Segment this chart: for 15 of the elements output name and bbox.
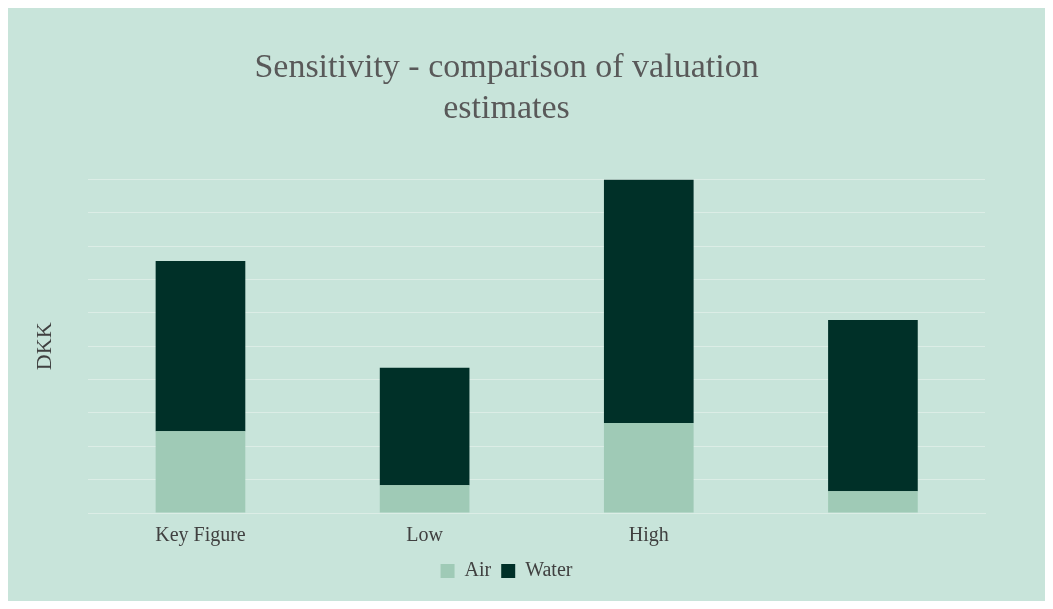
bar xyxy=(603,179,694,423)
bar xyxy=(603,422,694,513)
y-axis-title: DKK xyxy=(30,322,56,371)
bar xyxy=(828,319,918,492)
x-tick-label: High xyxy=(628,523,669,547)
chart-title: Sensitivity - comparison of valuation estimates xyxy=(254,47,759,126)
bar xyxy=(828,491,918,513)
bar xyxy=(155,431,246,513)
x-tick-label: Low xyxy=(406,523,444,546)
bar xyxy=(379,367,470,486)
legend-label: Water xyxy=(525,558,573,581)
bar xyxy=(379,485,470,513)
x-tick-label: Key Figure xyxy=(155,523,246,547)
legend-label: Air xyxy=(464,558,492,581)
bar xyxy=(155,260,246,432)
